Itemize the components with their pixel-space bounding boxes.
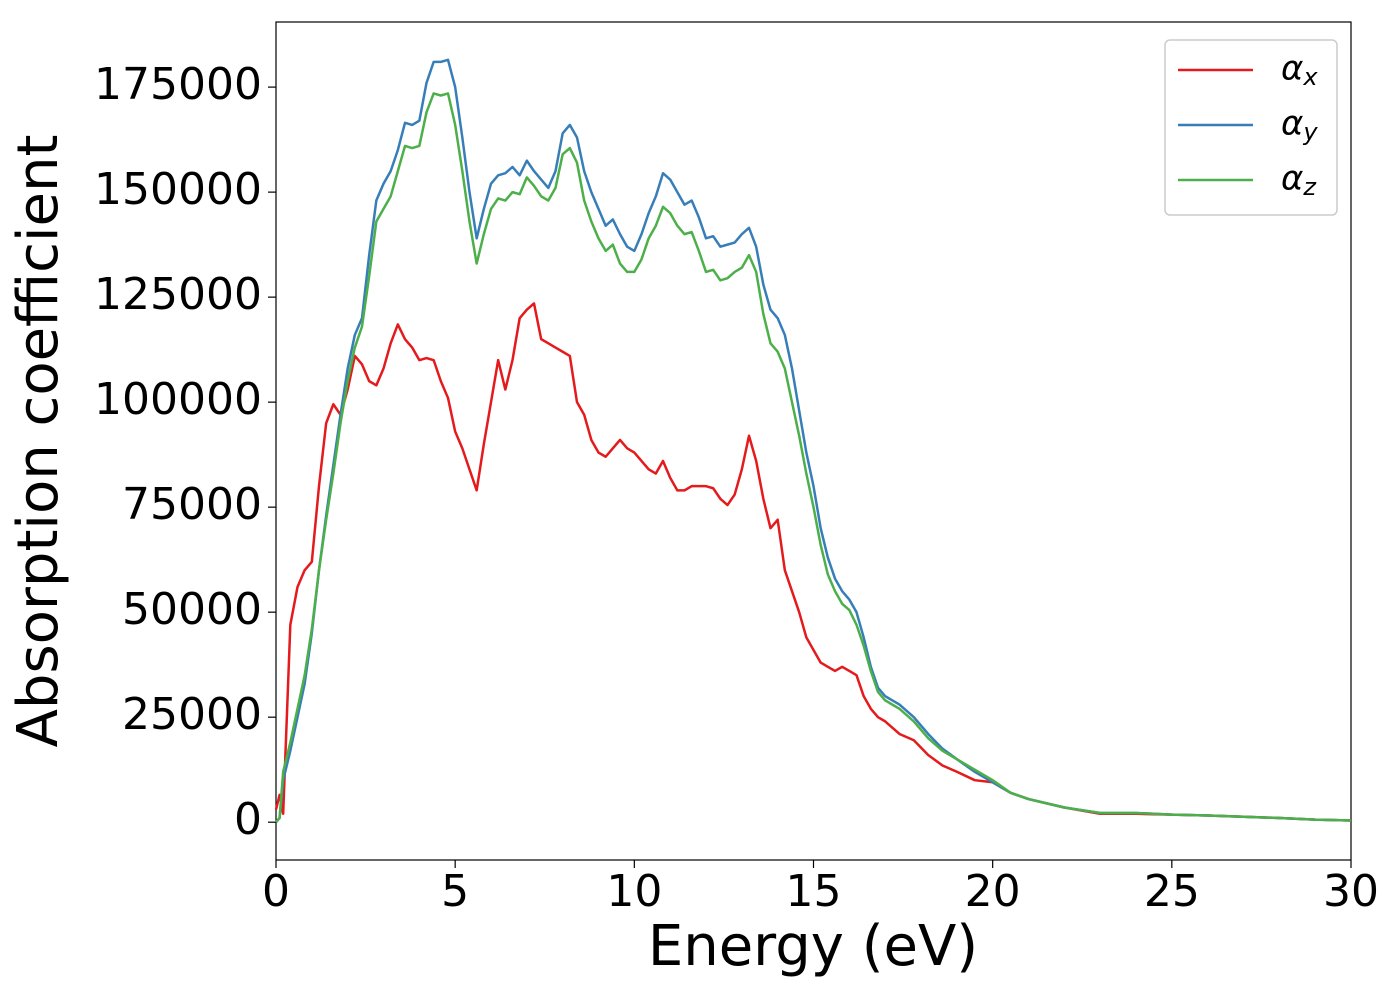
y-tick-label: 0 [234, 794, 262, 845]
y-tick-label: 100000 [94, 374, 262, 425]
x-tick-label: 0 [262, 866, 290, 917]
legend-box [1164, 39, 1338, 216]
x-tick-label: 5 [441, 866, 469, 917]
y-axis-label: Absorption coefficient [6, 135, 71, 748]
x-tick-label: 25 [1144, 866, 1200, 917]
x-tick-label: 15 [786, 866, 842, 917]
y-tick-label: 125000 [94, 269, 262, 320]
y-tick-label: 50000 [122, 584, 262, 635]
y-tick-label: 150000 [94, 164, 262, 215]
series-line [274, 302, 1352, 822]
legend-label: αz [1281, 159, 1317, 202]
series-line [275, 92, 1352, 824]
y-tick-label: 25000 [122, 689, 262, 740]
series-line [275, 58, 1352, 824]
x-tick-label: 20 [965, 866, 1021, 917]
y-tick-label: 175000 [94, 59, 262, 110]
x-tick-label: 10 [606, 866, 662, 917]
x-axis-label: Energy (eV) [648, 914, 978, 979]
y-tick-label: 75000 [122, 479, 262, 530]
x-tick-label: 30 [1323, 866, 1379, 917]
